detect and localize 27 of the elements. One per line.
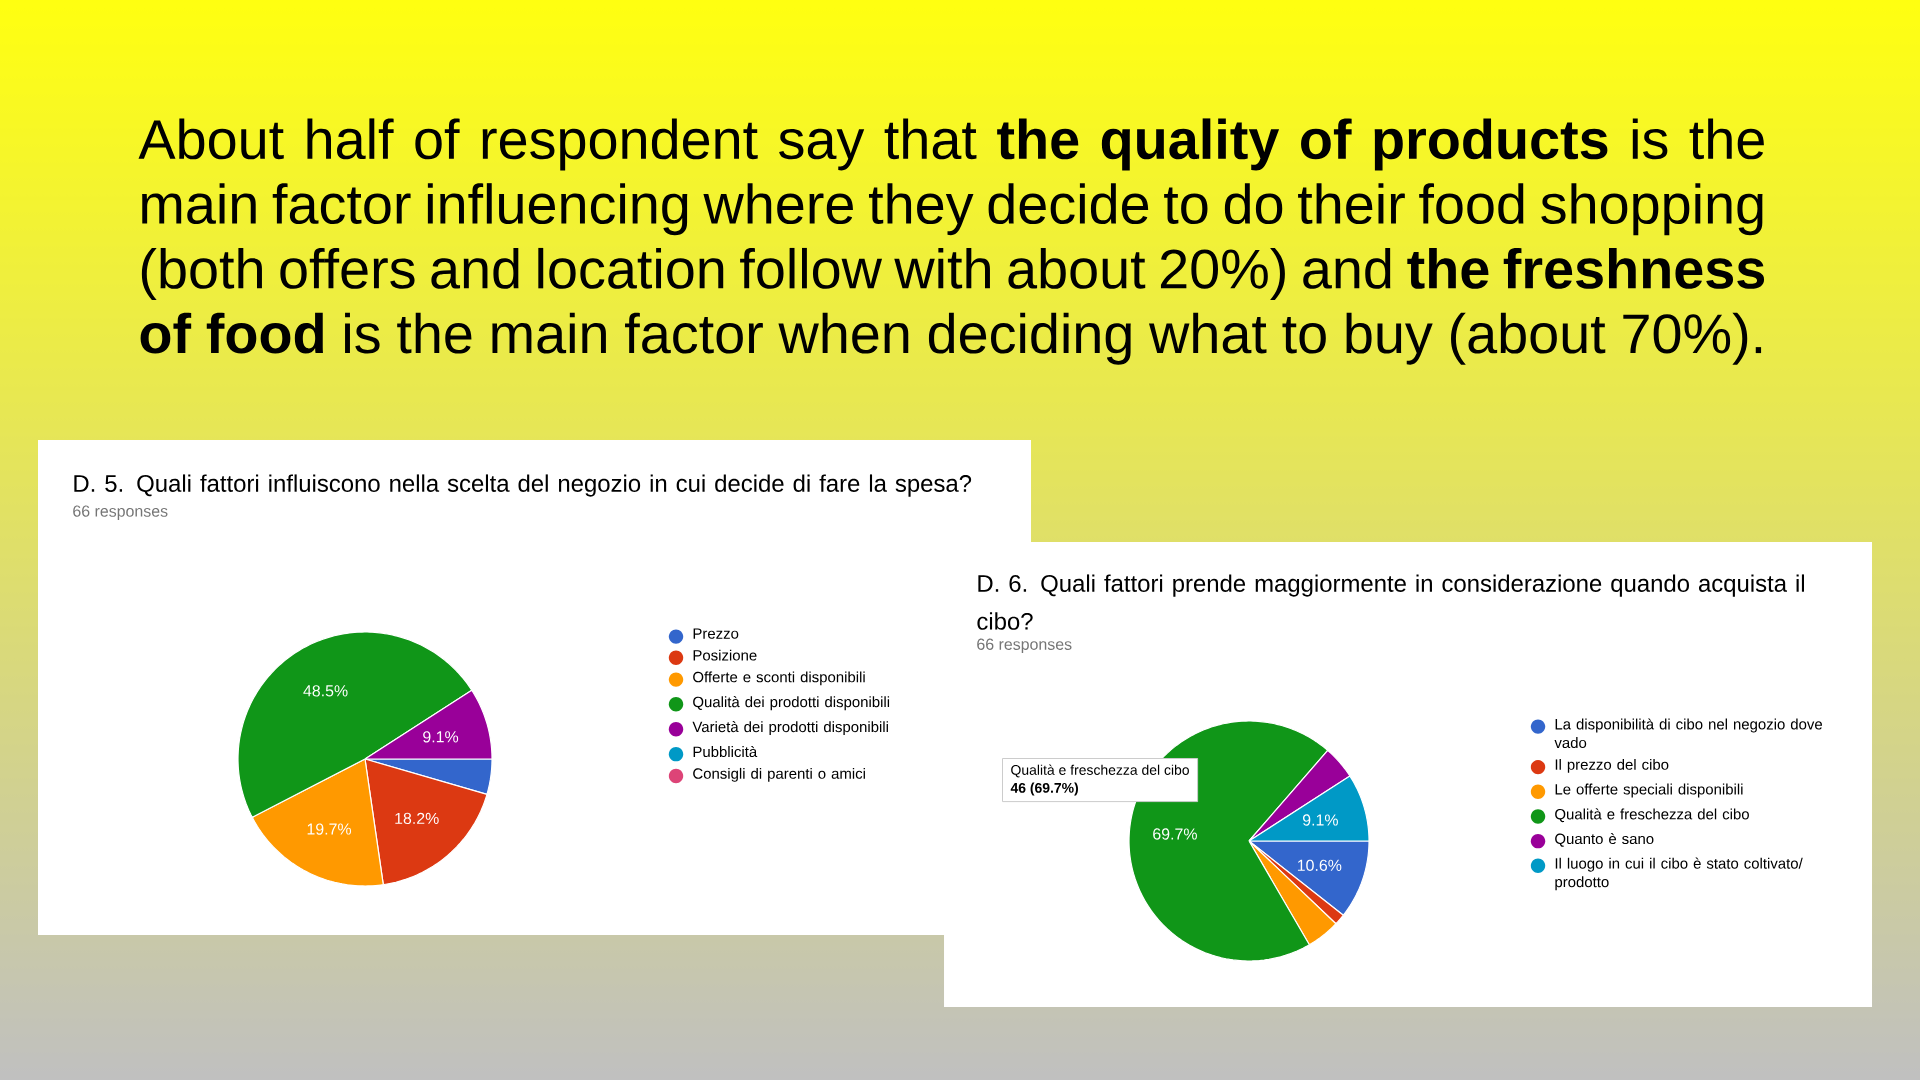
data-label: 10.6% [1297, 859, 1342, 871]
chart-subtitle: 66 responses [977, 638, 1072, 654]
legend-label: Qualità dei prodotti disponibili [693, 696, 890, 711]
data-label: 9.1% [423, 731, 459, 743]
legend-label: Il luogo in cui il cibo è stato coltivato/ prodotto [1555, 857, 1803, 891]
data-label: 19.7% [307, 823, 352, 835]
legend-label: Prezzo [693, 628, 739, 639]
text: About half of respondent say that the quality of products is the main factor influencing where they decide to do their food shopping (both offers and location follow with about 20%) and the freshness of food is the main factor when deciding what to buy (about 70%). [138, 118, 1765, 365]
data-label: 48.5% [303, 685, 348, 697]
data-label: 18.2% [395, 812, 439, 825]
chart-subtitle: 66 responses [73, 505, 168, 520]
legend-label: Varietà dei prodotti disponibili [692, 721, 888, 736]
legend-label: Consigli di parenti o amici [693, 767, 865, 782]
legend-label: Quanto è sano [1555, 832, 1654, 847]
chart-title: D. 6. Quali fattori prende maggiormente in considerazione quando acquista il cibo? [977, 574, 1805, 630]
legend-label: Il prezzo del cibo [1555, 758, 1669, 773]
legend-label: Posizione [693, 649, 757, 661]
data-label: 69.7% [1153, 828, 1197, 840]
text: 46 (69.7%) [1010, 782, 1079, 796]
legend-label: Pubblicità [693, 745, 758, 758]
text: Qualità e freschezza del cibo [1011, 764, 1189, 778]
chart-title: D. 5. Quali fattori influiscono nella scelta del negozio in cui decide di fare la spesa? [74, 474, 972, 497]
data-label: 9.1% [1302, 814, 1338, 826]
legend-label: Le offerte speciali disponibili [1555, 783, 1743, 798]
legend-label: La disponibilità di cibo nel negozio dove vado [1554, 718, 1823, 749]
legend-label: Offerte e sconti disponibili [693, 671, 865, 686]
legend-label: Qualità e freschezza del cibo [1555, 808, 1749, 823]
